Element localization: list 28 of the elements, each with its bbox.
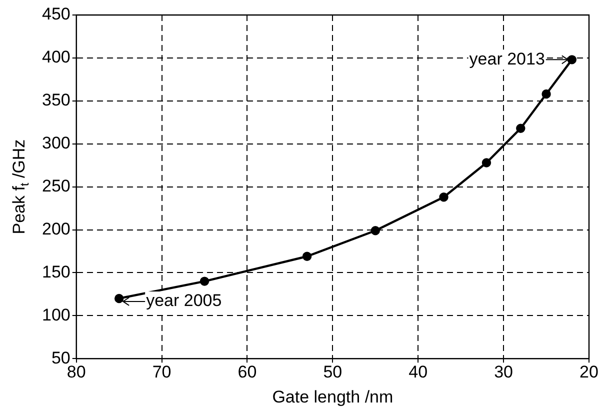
point bbox=[516, 124, 526, 133]
y-tick-label: 300 bbox=[42, 134, 70, 153]
annotation: year 2005 bbox=[146, 291, 222, 310]
x-tick-label: 60 bbox=[238, 362, 257, 382]
y-tick-label: 350 bbox=[42, 90, 70, 110]
annotation: year 2013 bbox=[469, 49, 545, 68]
y-tick-label: 450 bbox=[42, 4, 70, 24]
point bbox=[542, 89, 551, 99]
x-tick-label: 20 bbox=[580, 362, 598, 382]
x-tick-label: 80 bbox=[66, 362, 86, 382]
point bbox=[482, 158, 492, 168]
point bbox=[302, 252, 312, 261]
x-tick-label: 50 bbox=[323, 362, 342, 382]
point bbox=[567, 55, 577, 64]
y-tick-label: 200 bbox=[42, 219, 70, 238]
point bbox=[200, 276, 210, 286]
point bbox=[370, 226, 380, 236]
point bbox=[114, 294, 124, 304]
x-tick-label: 30 bbox=[494, 362, 514, 382]
y-tick-label: 250 bbox=[42, 176, 70, 196]
x-axis-title: Gate length /nm bbox=[272, 388, 394, 407]
y-axis-title: Peak ft /GHz bbox=[10, 139, 32, 234]
y-tick-label: 400 bbox=[42, 48, 70, 67]
point bbox=[439, 192, 448, 202]
x-tick-label: 40 bbox=[408, 362, 428, 382]
x-tick-label: 70 bbox=[152, 362, 172, 382]
y-tick-label: 150 bbox=[42, 262, 70, 282]
y-tick-label: 100 bbox=[42, 305, 70, 324]
